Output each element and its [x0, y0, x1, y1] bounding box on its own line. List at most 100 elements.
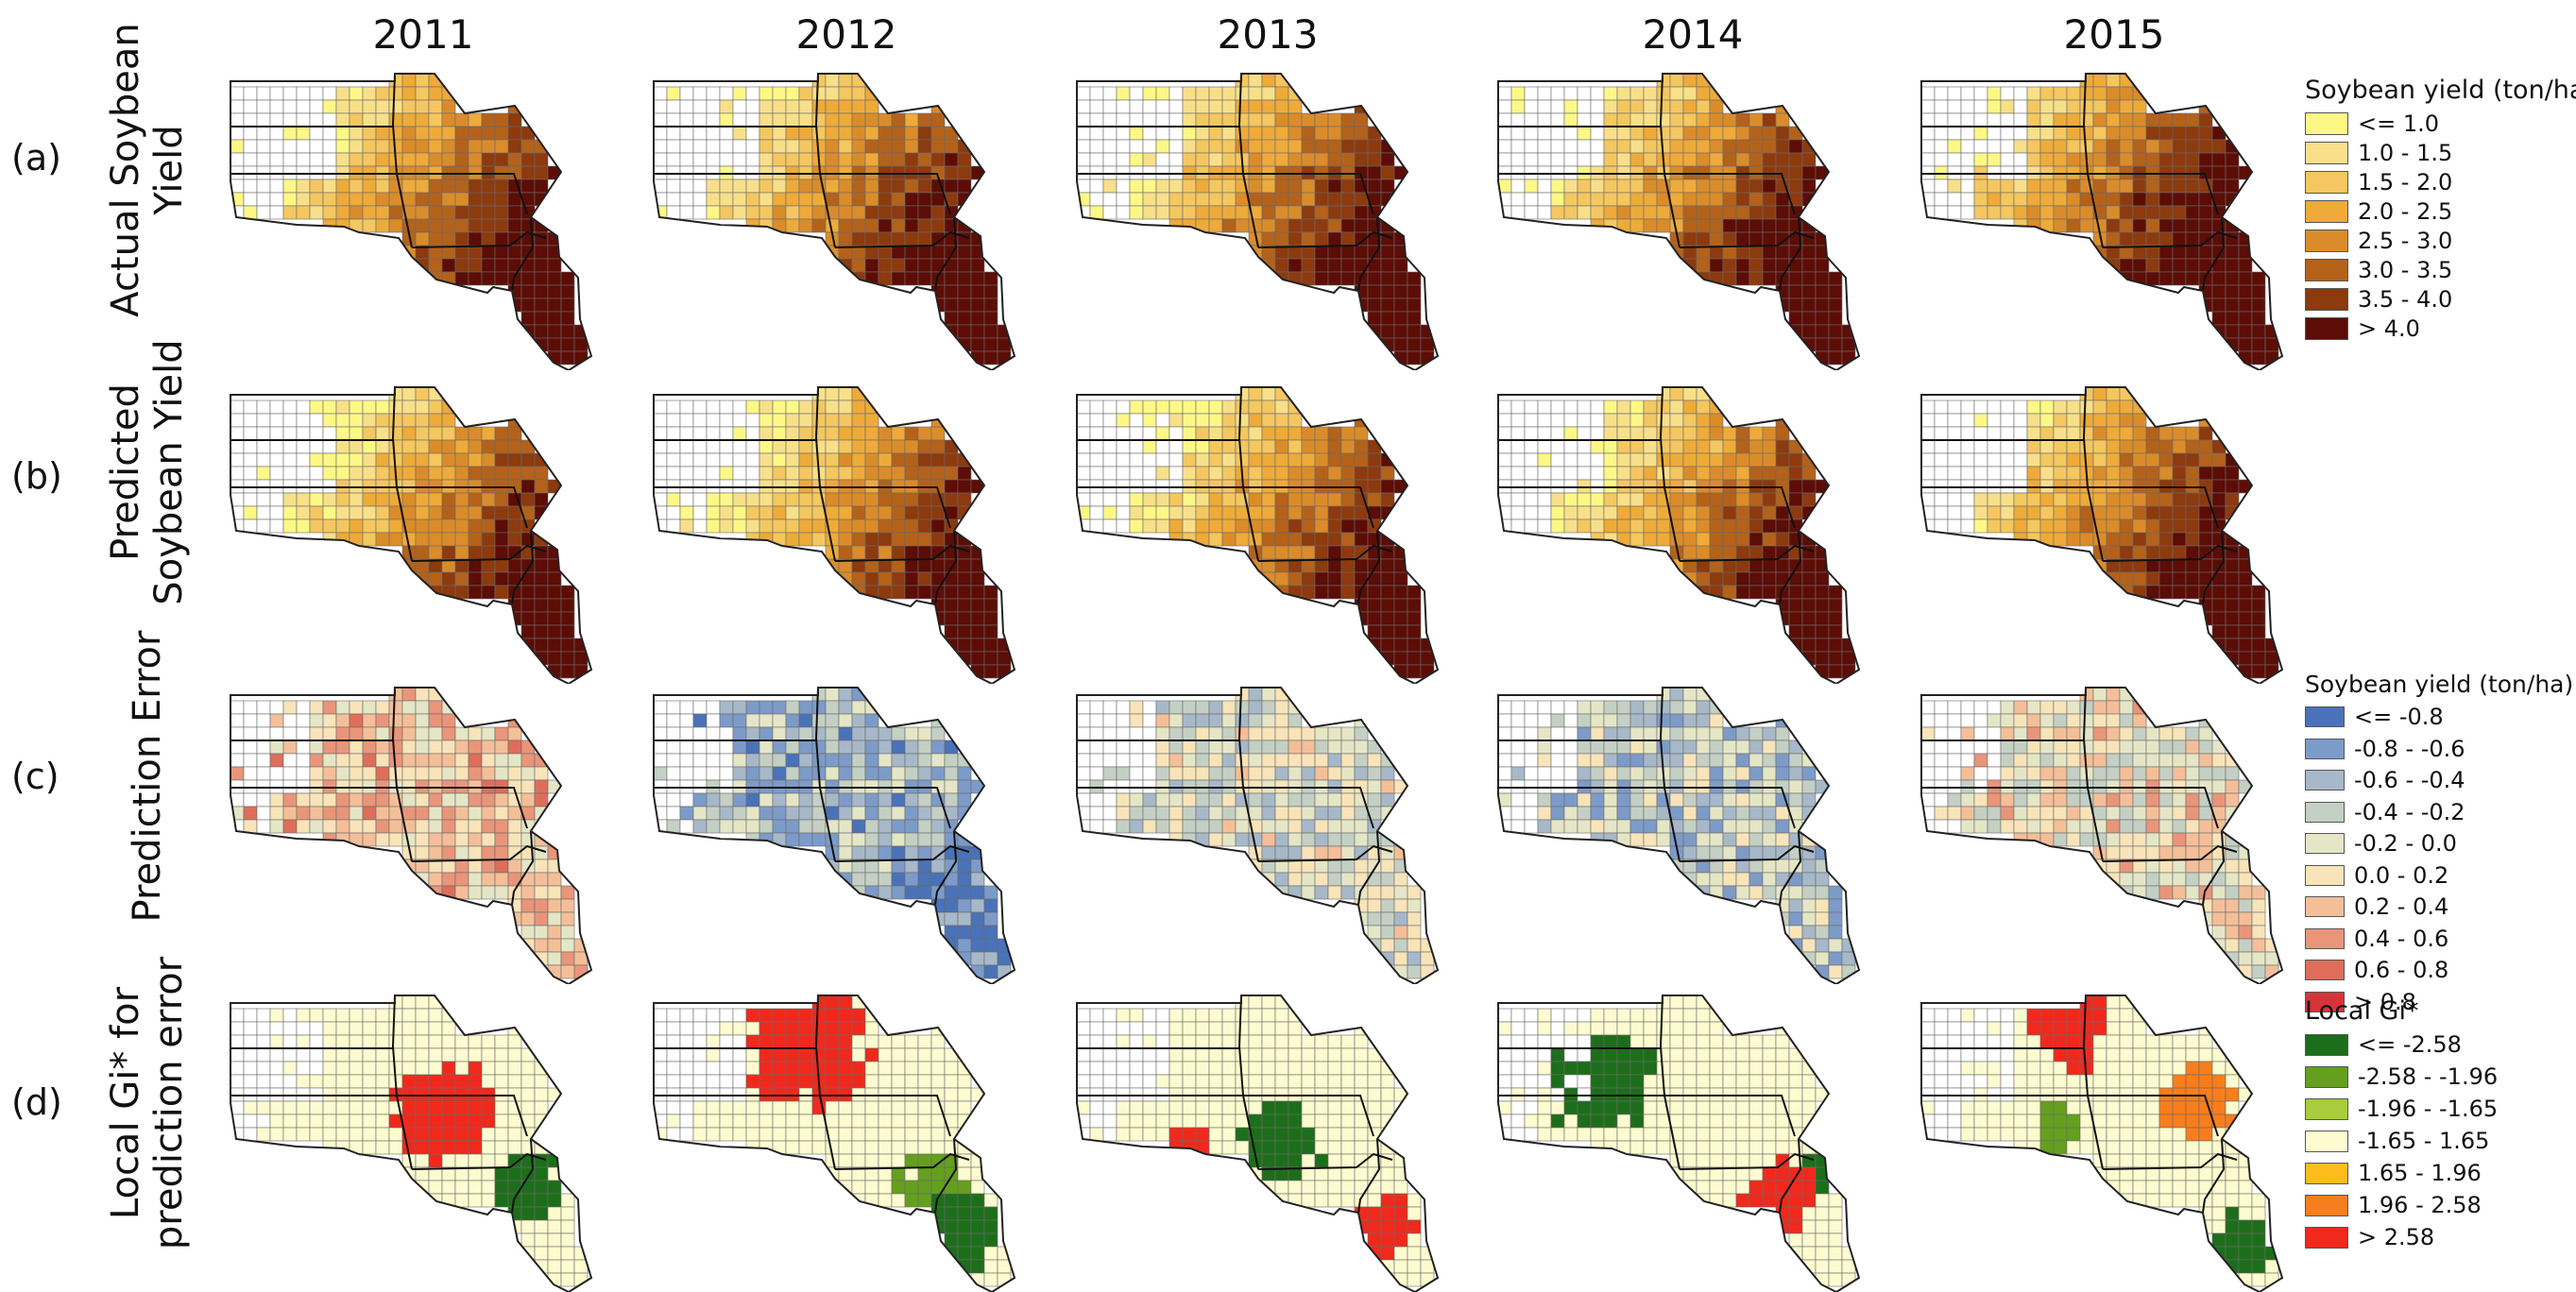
- county-cell: [1341, 127, 1355, 140]
- county-cell: [799, 506, 812, 519]
- county-cell: [2093, 807, 2107, 820]
- county-cell: [879, 727, 892, 740]
- county-cell: [455, 193, 469, 206]
- county-cell: [1697, 714, 1710, 727]
- county-cell: [1381, 153, 1394, 166]
- county-cell: [1209, 100, 1222, 113]
- county-cell: [1169, 714, 1183, 727]
- county-cell: [2159, 232, 2173, 246]
- county-cell: [1328, 572, 1341, 586]
- county-cell: [2067, 820, 2080, 833]
- county-cell: [1763, 259, 1776, 272]
- county-cell: [1961, 807, 1974, 820]
- county-cell: [244, 701, 257, 714]
- county-cell: [945, 519, 958, 533]
- county-cell: [1921, 727, 1935, 740]
- county-cell: [2226, 625, 2239, 638]
- county-cell: [2159, 272, 2173, 285]
- county-cell: [310, 727, 323, 740]
- county-cell: [733, 767, 746, 780]
- county-cell: [1604, 519, 1617, 533]
- county-cell: [958, 493, 971, 506]
- county-cell: [2133, 820, 2146, 833]
- county-cell: [2093, 793, 2107, 807]
- county-cell: [2186, 193, 2199, 206]
- county-cell: [2186, 533, 2199, 546]
- county-cell: [297, 754, 310, 767]
- county-cell: [1723, 754, 1736, 767]
- county-cell: [1551, 127, 1564, 140]
- county-cell: [1776, 427, 1789, 440]
- county-cell: [879, 467, 892, 480]
- county-cell: [363, 400, 376, 414]
- county-cell: [1749, 754, 1763, 767]
- county-cell: [2080, 400, 2093, 414]
- county-cell: [865, 467, 879, 480]
- county-cell: [918, 559, 931, 572]
- county-cell: [1736, 219, 1749, 232]
- county-cell: [2239, 272, 2252, 285]
- county-cell: [865, 873, 879, 886]
- county-cell: [2199, 467, 2212, 480]
- county-cell: [1749, 846, 1763, 859]
- county-cell: [416, 453, 429, 467]
- county-cell: [350, 767, 363, 780]
- county-cell: [350, 701, 363, 714]
- county-cell: [812, 701, 826, 714]
- county-cell: [1156, 519, 1169, 533]
- county-cell: [1288, 572, 1302, 586]
- county-cell: [1816, 285, 1829, 298]
- county-cell: [865, 714, 879, 727]
- county-cell: [2212, 599, 2226, 612]
- county-cell: [1604, 179, 1617, 193]
- county-cell: [1763, 493, 1776, 506]
- county-cell: [1961, 453, 1974, 467]
- county-cell: [1948, 100, 1961, 113]
- county-cell: [1710, 440, 1723, 453]
- county-cell: [879, 193, 892, 206]
- county-cell: [1498, 754, 1511, 767]
- county-cell: [1302, 727, 1315, 740]
- county-cell: [442, 140, 455, 153]
- county-cell: [2054, 467, 2067, 480]
- county-cell: [482, 140, 495, 153]
- county-cell: [2080, 701, 2093, 714]
- county-cell: [680, 727, 693, 740]
- county-cell: [1697, 846, 1710, 859]
- county-cell: [1407, 599, 1421, 612]
- county-cell: [733, 100, 746, 113]
- county-cell: [2107, 440, 2120, 453]
- county-cell: [733, 414, 746, 427]
- county-cell: [680, 400, 693, 414]
- county-cell: [508, 153, 521, 166]
- county-cell: [1407, 612, 1421, 625]
- county-cell: [455, 727, 469, 740]
- county-cell: [1776, 820, 1789, 833]
- county-cell: [310, 754, 323, 767]
- map-actual-2014: [1494, 68, 1891, 370]
- county-cell: [521, 298, 535, 312]
- county-cell: [1749, 820, 1763, 833]
- county-cell: [1130, 754, 1143, 767]
- county-cell: [1368, 599, 1381, 612]
- county-cell: [2080, 440, 2093, 453]
- county-cell: [1921, 427, 1935, 440]
- county-cell: [2040, 427, 2054, 440]
- county-cell: [283, 100, 297, 113]
- county-cell: [2067, 87, 2080, 100]
- county-cell: [1156, 414, 1169, 427]
- county-cell: [1302, 572, 1315, 586]
- county-cell: [482, 859, 495, 873]
- county-cell: [1776, 272, 1789, 285]
- county-cell: [310, 793, 323, 807]
- county-cell: [402, 467, 416, 480]
- county-cell: [1617, 87, 1630, 100]
- county-cell: [310, 453, 323, 467]
- county-cell: [1302, 546, 1315, 559]
- county-cell: [918, 272, 931, 285]
- county-cell: [1591, 453, 1604, 467]
- county-cell: [1710, 533, 1723, 546]
- county-cell: [905, 127, 918, 140]
- county-cell: [1169, 193, 1183, 206]
- county-cell: [2159, 846, 2173, 859]
